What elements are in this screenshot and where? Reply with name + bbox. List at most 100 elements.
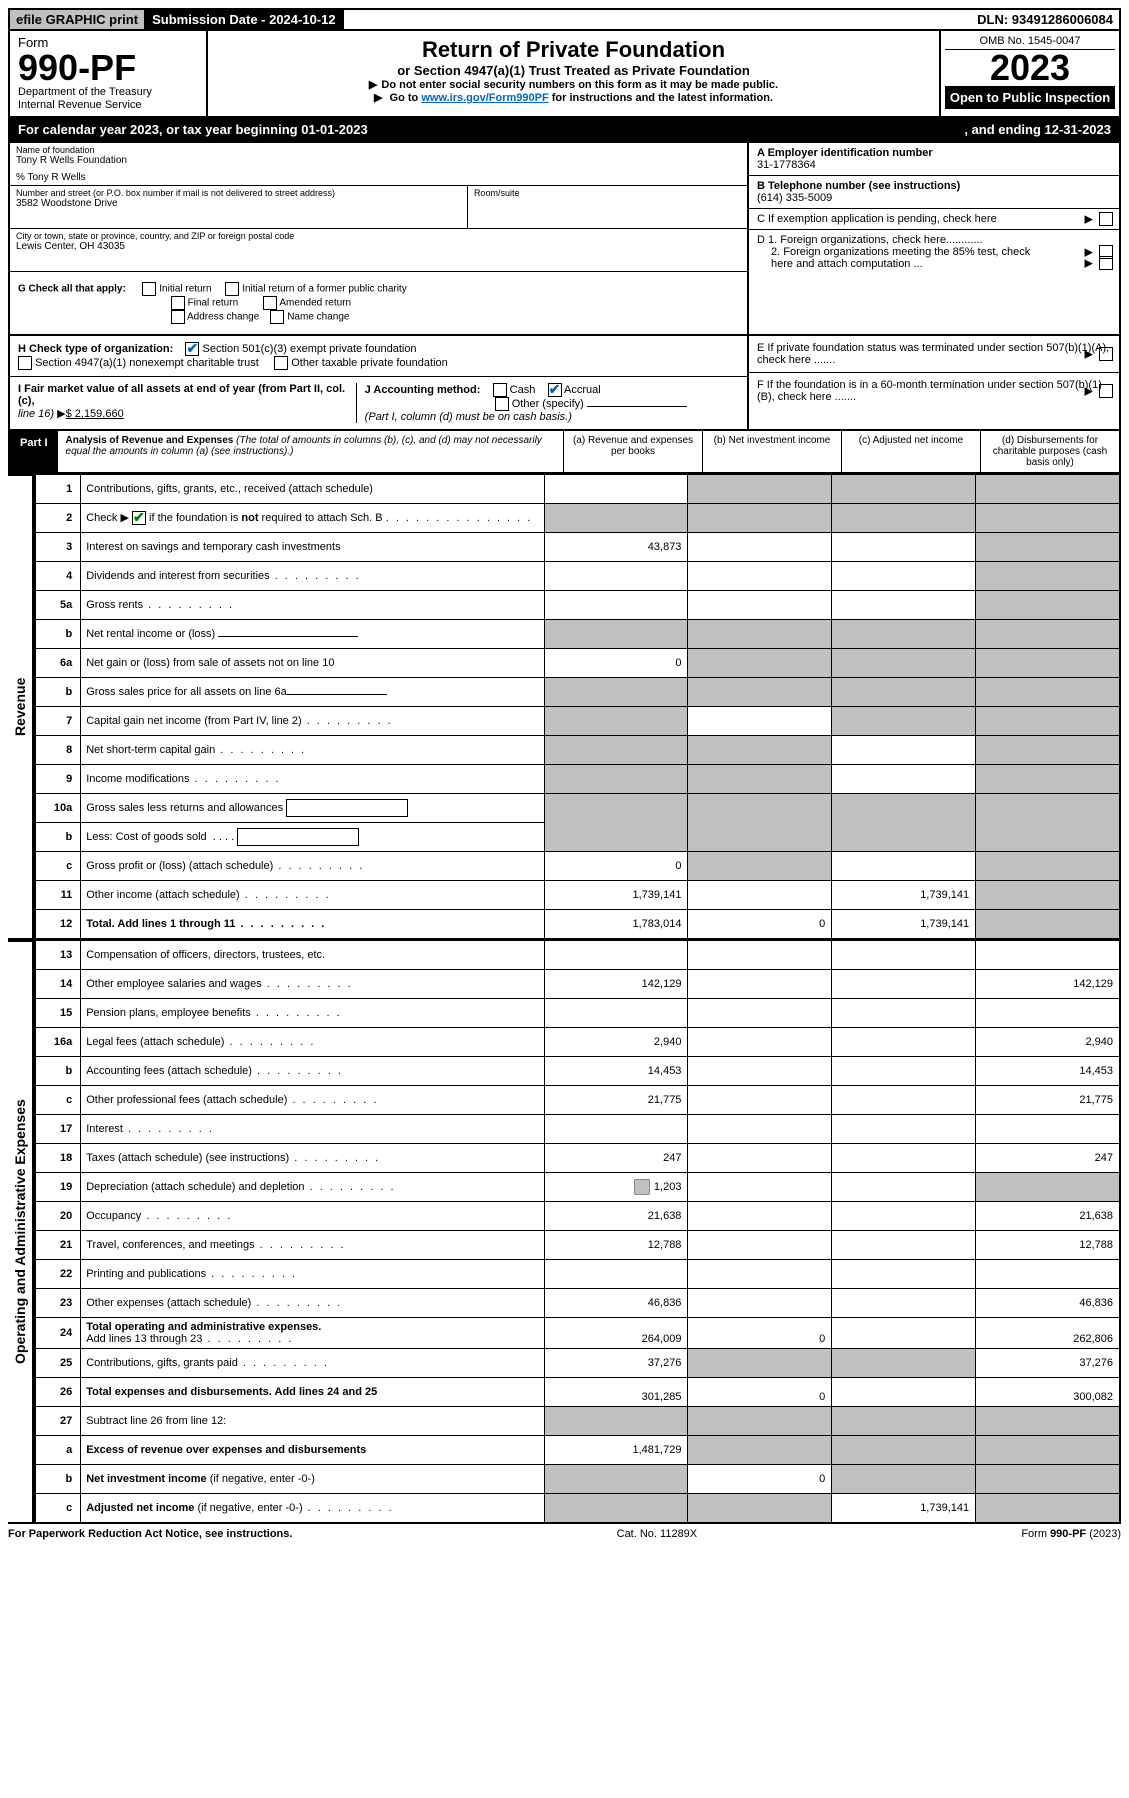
- chk-initial-return[interactable]: [142, 282, 156, 296]
- cell-d: [976, 707, 1120, 736]
- cell-c: [832, 794, 976, 852]
- line-num: 9: [35, 765, 81, 794]
- cell-a: 264,009: [544, 1318, 688, 1349]
- chk-cash[interactable]: [493, 383, 507, 397]
- dln-label: DLN: 93491286006084: [971, 10, 1119, 29]
- chk-final-return[interactable]: [171, 296, 185, 310]
- cell-c: [832, 736, 976, 765]
- chk-name-change[interactable]: [270, 310, 284, 324]
- section-e: E If private foundation status was termi…: [749, 336, 1119, 373]
- chk-sch-b[interactable]: [132, 511, 146, 525]
- foundation-name: Tony R Wells Foundation: [16, 155, 741, 166]
- row-14: 14Other employee salaries and wages142,1…: [35, 970, 1120, 999]
- cell-a: [544, 707, 688, 736]
- line-num: 3: [35, 533, 81, 562]
- chk-addr-change[interactable]: [171, 310, 185, 324]
- row-7: 7Capital gain net income (from Part IV, …: [35, 707, 1120, 736]
- cell-a: 2,940: [544, 1028, 688, 1057]
- line-desc: Printing and publications: [81, 1260, 544, 1289]
- cell-d: [976, 1465, 1120, 1494]
- cell-c: [832, 1144, 976, 1173]
- cell-b: [688, 1289, 832, 1318]
- chk-60-month[interactable]: [1099, 384, 1113, 398]
- chk-amended[interactable]: [263, 296, 277, 310]
- opt-amended: Amended return: [279, 298, 351, 309]
- line-desc: Total operating and administrative expen…: [81, 1318, 544, 1349]
- line-num: 7: [35, 707, 81, 736]
- attachment-icon[interactable]: [634, 1179, 650, 1195]
- chk-501c3[interactable]: [185, 342, 199, 356]
- cell-b: [688, 1144, 832, 1173]
- cell-d: [976, 504, 1120, 533]
- cell-b: [688, 1086, 832, 1115]
- cell-b: [688, 1057, 832, 1086]
- line-num: b: [35, 620, 81, 649]
- cell-c: [832, 1407, 976, 1436]
- cell-a: 1,739,141: [544, 881, 688, 910]
- r24-title: Total operating and administrative expen…: [86, 1321, 321, 1333]
- instruction-1: Do not enter social security numbers on …: [214, 78, 933, 91]
- cell-b: 0: [688, 1378, 832, 1407]
- line-desc: Net short-term capital gain: [81, 736, 544, 765]
- room-label: Room/suite: [474, 188, 741, 198]
- line-desc: Gross sales less returns and allowances: [81, 794, 544, 823]
- cell-b: [688, 678, 832, 707]
- r24-sub: Add lines 13 through 23: [86, 1333, 293, 1345]
- expenses-section: Operating and Administrative Expenses 13…: [8, 940, 1121, 1524]
- cell-b: [688, 1494, 832, 1524]
- cell-c: [832, 941, 976, 970]
- efile-print-button[interactable]: efile GRAPHIC print: [10, 10, 146, 29]
- cell-d: [976, 678, 1120, 707]
- cell-d: [976, 765, 1120, 794]
- chk-exemption-pending[interactable]: [1099, 212, 1113, 226]
- line-num: c: [35, 852, 81, 881]
- c-label: C If exemption application is pending, c…: [757, 213, 997, 225]
- cell-c: [832, 1289, 976, 1318]
- row-26: 26Total expenses and disbursements. Add …: [35, 1378, 1120, 1407]
- line-num: 23: [35, 1289, 81, 1318]
- line-desc: Net gain or (loss) from sale of assets n…: [81, 649, 544, 678]
- chk-initial-former[interactable]: [225, 282, 239, 296]
- line-desc: Net investment income (if negative, ente…: [81, 1465, 544, 1494]
- band-left: For calendar year 2023, or tax year begi…: [18, 122, 368, 137]
- cell-d: [976, 1494, 1120, 1524]
- opt-cash: Cash: [510, 384, 536, 396]
- r19-val: 1,203: [654, 1181, 682, 1193]
- section-g: G Check all that apply: Initial return I…: [10, 272, 747, 334]
- line-desc: Net rental income or (loss): [81, 620, 544, 649]
- cell-d: 21,638: [976, 1202, 1120, 1231]
- row-25: 25Contributions, gifts, grants paid37,27…: [35, 1349, 1120, 1378]
- cell-c: [832, 1318, 976, 1349]
- row-27a: aExcess of revenue over expenses and dis…: [35, 1436, 1120, 1465]
- line-num: 6a: [35, 649, 81, 678]
- section-b: B Telephone number (see instructions) (6…: [749, 176, 1119, 209]
- cell-b: [688, 533, 832, 562]
- form-number: 990-PF: [18, 50, 198, 86]
- chk-other-taxable[interactable]: [274, 356, 288, 370]
- cell-c: [832, 1260, 976, 1289]
- line-desc: Subtract line 26 from line 12:: [81, 1407, 544, 1436]
- chk-foreign-85[interactable]: [1099, 256, 1113, 270]
- cell-a: 0: [544, 852, 688, 881]
- sec-right-ef: E If private foundation status was termi…: [749, 336, 1119, 429]
- row-11: 11Other income (attach schedule)1,739,14…: [35, 881, 1120, 910]
- cell-c: [832, 1465, 976, 1494]
- sections-h-i-j: H Check type of organization: Section 50…: [8, 336, 1121, 431]
- chk-other-method[interactable]: [495, 397, 509, 411]
- line-num: 2: [35, 504, 81, 533]
- line-desc: Dividends and interest from securities: [81, 562, 544, 591]
- page-footer: For Paperwork Reduction Act Notice, see …: [8, 1524, 1121, 1544]
- h-label: H Check type of organization:: [18, 343, 173, 355]
- form-link[interactable]: www.irs.gov/Form990PF: [421, 92, 548, 104]
- cell-b: [688, 1407, 832, 1436]
- care-of: % Tony R Wells: [16, 172, 741, 183]
- cell-a: [544, 591, 688, 620]
- chk-terminated[interactable]: [1099, 347, 1113, 361]
- chk-4947[interactable]: [18, 356, 32, 370]
- cell-d: [976, 881, 1120, 910]
- r2-post: if the foundation is not required to att…: [146, 512, 383, 524]
- a-label: A Employer identification number: [757, 147, 933, 159]
- cell-a: [544, 1260, 688, 1289]
- chk-accrual[interactable]: [548, 383, 562, 397]
- row-18: 18Taxes (attach schedule) (see instructi…: [35, 1144, 1120, 1173]
